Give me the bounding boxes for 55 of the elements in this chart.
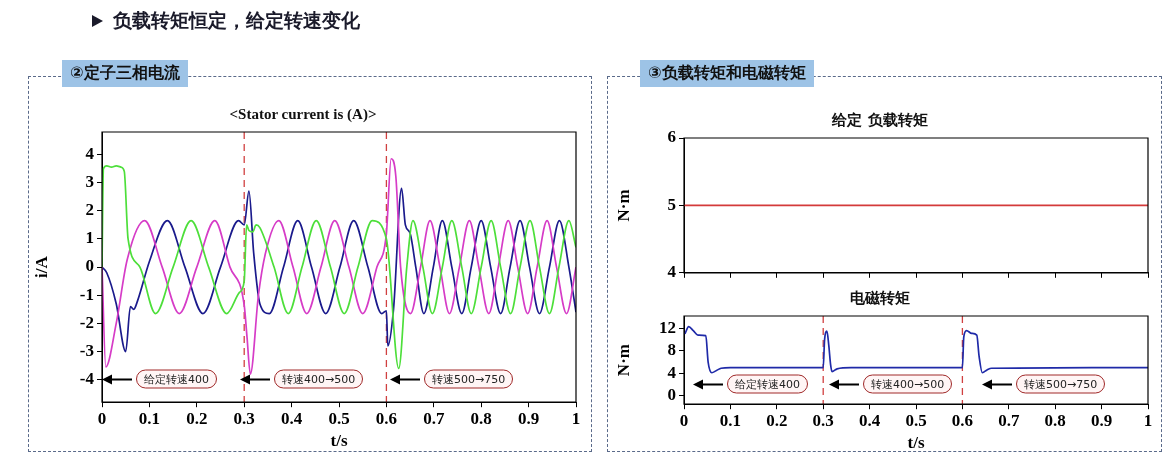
- y-tick-label: 4: [667, 362, 677, 382]
- x-tick-label: 0.7: [423, 408, 445, 428]
- annotation: 转速500→750: [1016, 374, 1106, 394]
- text: ②定子三相电流: [70, 63, 180, 82]
- text: 负载转矩恒定，给定转速变化: [113, 8, 360, 33]
- annotation: 转速400→500: [274, 369, 364, 389]
- y-tick-label: 5: [667, 194, 676, 214]
- x-tick-label: 0.4: [858, 410, 881, 430]
- annotation: 转速500→750: [424, 369, 514, 389]
- annotation: 转速400→500: [863, 374, 953, 394]
- y-tick-label: -3: [79, 340, 94, 360]
- chart-title: <Stator current is (A)>: [229, 105, 377, 123]
- y-tick-label: 8: [667, 340, 676, 360]
- x-tick-label: 0.5: [905, 410, 927, 430]
- x-tick-label: 0.2: [186, 408, 208, 428]
- chart-title: 给定 负载转矩: [831, 110, 928, 129]
- y-tick-label: 0: [667, 385, 676, 405]
- y-tick-label: 4: [667, 262, 677, 282]
- x-tick-label: 0.1: [138, 408, 161, 428]
- x-tick-label: 0.8: [1044, 410, 1066, 430]
- x-tick-label: 1: [1143, 410, 1153, 430]
- y-axis-title: i/A: [31, 255, 51, 278]
- x-tick-label: 0.1: [719, 410, 742, 430]
- x-tick-label: 0.9: [517, 408, 540, 428]
- y-tick-label: 0: [85, 256, 94, 276]
- annotation: 给定转速400: [727, 374, 808, 394]
- chart-title: 电磁转矩: [850, 288, 910, 307]
- x-tick-label: 0.7: [998, 410, 1020, 430]
- x-axis-title: t/s: [907, 433, 925, 453]
- x-tick-label: 0.2: [766, 410, 788, 430]
- y-tick-label: 1: [85, 228, 94, 248]
- x-tick-label: 0.6: [375, 408, 398, 428]
- x-tick-label: 0.3: [233, 408, 255, 428]
- x-tick-label: 0.9: [1090, 410, 1113, 430]
- x-axis-title: t/s: [330, 431, 348, 451]
- y-tick-label: -4: [79, 369, 95, 389]
- x-tick-label: 0.3: [812, 410, 834, 430]
- x-tick-label: 0.5: [328, 408, 350, 428]
- y-axis-title: N·m: [613, 344, 633, 377]
- annotation: 给定转速400: [136, 369, 217, 389]
- y-tick-label: 3: [85, 172, 94, 192]
- text: ③负载转矩和电磁转矩: [648, 63, 806, 82]
- x-tick-label: 1: [571, 408, 581, 428]
- y-tick-label: -1: [79, 284, 94, 304]
- y-tick-label: 4: [85, 143, 95, 163]
- y-tick-label: 6: [667, 127, 676, 147]
- y-tick-label: 2: [85, 200, 94, 220]
- line-series: [102, 187, 576, 353]
- x-tick-label: 0.8: [470, 408, 492, 428]
- x-tick-label: 0.6: [951, 410, 974, 430]
- line-series: [684, 325, 1148, 374]
- y-tick-label: -2: [79, 312, 94, 332]
- x-tick-label: 0.4: [280, 408, 303, 428]
- y-axis-title: N·m: [613, 189, 633, 222]
- y-tick-label: 12: [659, 317, 676, 337]
